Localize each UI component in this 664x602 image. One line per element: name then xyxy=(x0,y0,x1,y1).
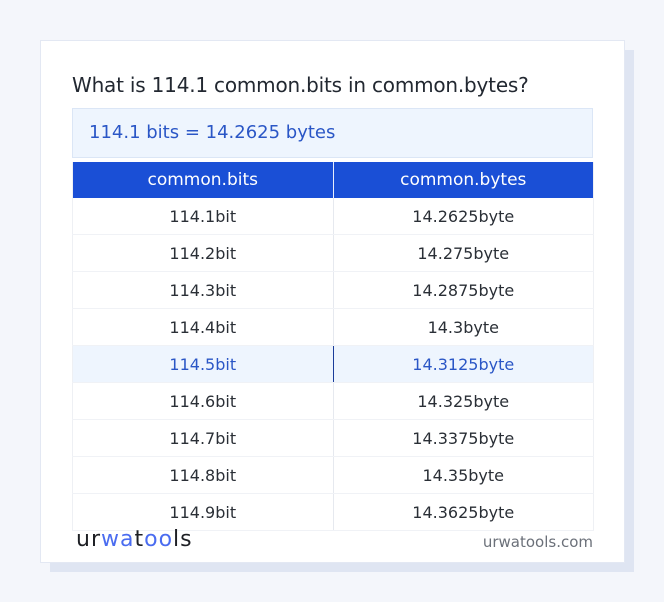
table-row: 114.2bit 14.275byte xyxy=(72,234,594,272)
conversion-table: common.bits common.bytes 114.1bit 14.2625… xyxy=(72,162,594,531)
table-row: 114.4bit 14.3byte xyxy=(72,308,594,346)
bytes-cell: 14.2625byte xyxy=(332,198,594,235)
bytes-cell: 14.3byte xyxy=(332,308,594,346)
bits-cell: 114.8bit xyxy=(72,456,333,494)
result-box: 114.1 bits = 14.2625 bytes xyxy=(72,108,593,158)
bits-cell: 114.7bit xyxy=(72,419,333,457)
page-title: What is 114.1 common.bits in common.byte… xyxy=(72,73,529,97)
bytes-cell: 14.3375byte xyxy=(332,419,594,457)
bits-cell: 114.5bit xyxy=(72,345,333,383)
bits-cell: 114.9bit xyxy=(72,493,333,531)
column-header-bytes: common.bytes xyxy=(332,162,594,198)
converter-card: What is 114.1 common.bits in common.byte… xyxy=(40,40,625,563)
table-row: 114.5bit 14.3125byte xyxy=(72,345,594,383)
table-row: 114.3bit 14.2875byte xyxy=(72,271,594,309)
bytes-cell: 14.2875byte xyxy=(332,271,594,309)
bits-cell: 114.1bit xyxy=(72,198,333,235)
bytes-cell: 14.325byte xyxy=(332,382,594,420)
bytes-cell: 14.3125byte xyxy=(332,345,594,383)
bytes-cell: 14.275byte xyxy=(332,234,594,272)
urwatools-logo[interactable]: urwatools xyxy=(76,527,193,552)
table-row: 114.8bit 14.35byte xyxy=(72,456,594,494)
table-row: 114.9bit 14.3625byte xyxy=(72,493,594,531)
result-text: 114.1 bits = 14.2625 bytes xyxy=(89,122,336,143)
bits-cell: 114.3bit xyxy=(72,271,333,309)
bytes-cell: 14.35byte xyxy=(332,456,594,494)
table-row: 114.6bit 14.325byte xyxy=(72,382,594,420)
bits-cell: 114.6bit xyxy=(72,382,333,420)
table-row: 114.1bit 14.2625byte xyxy=(72,198,594,235)
site-link[interactable]: urwatools.com xyxy=(482,533,593,551)
bits-cell: 114.2bit xyxy=(72,234,333,272)
bytes-cell: 14.3625byte xyxy=(332,493,594,531)
table-row: 114.7bit 14.3375byte xyxy=(72,419,594,457)
bits-cell: 114.4bit xyxy=(72,308,333,346)
column-header-bits: common.bits xyxy=(72,162,333,198)
